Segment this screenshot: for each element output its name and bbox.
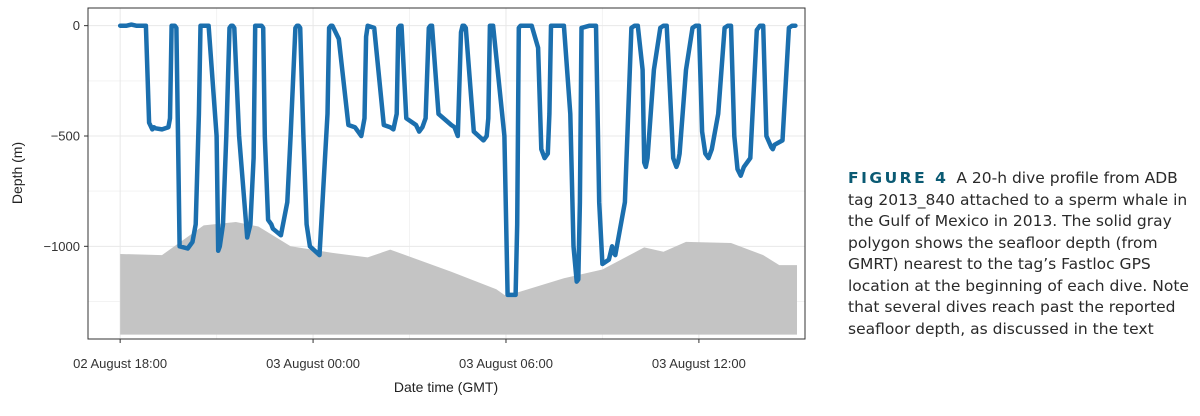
x-axis-title: Date time (GMT) xyxy=(394,379,498,395)
y-tick-label: 0 xyxy=(73,18,80,33)
dive-profile-chart: 0 −500 −1000 02 August 18:00 03 August 00:0… xyxy=(9,7,806,395)
y-axis-title: Depth (m) xyxy=(9,142,25,204)
x-tick-label: 02 August 18:00 xyxy=(73,356,167,371)
x-tick-label: 03 August 12:00 xyxy=(652,356,746,371)
y-tick-label: −1000 xyxy=(43,239,80,254)
seafloor-layer xyxy=(120,222,797,335)
plot-border xyxy=(87,7,806,340)
caption-text: A 20-h dive profile from ADB tag 2013_84… xyxy=(848,169,1189,338)
figure-label: FIGURE 4 xyxy=(848,169,949,187)
dive-series-layer xyxy=(117,22,798,298)
y-tick-label: −500 xyxy=(51,128,80,143)
dive-profile-line xyxy=(117,22,798,298)
x-tick-label: 03 August 06:00 xyxy=(459,356,553,371)
seafloor-polygon xyxy=(120,222,797,335)
x-axis-ticks: 02 August 18:00 03 August 00:00 03 August … xyxy=(73,339,746,371)
y-axis-ticks: 0 −500 −1000 xyxy=(43,18,88,254)
x-tick-label: 03 August 00:00 xyxy=(266,356,360,371)
